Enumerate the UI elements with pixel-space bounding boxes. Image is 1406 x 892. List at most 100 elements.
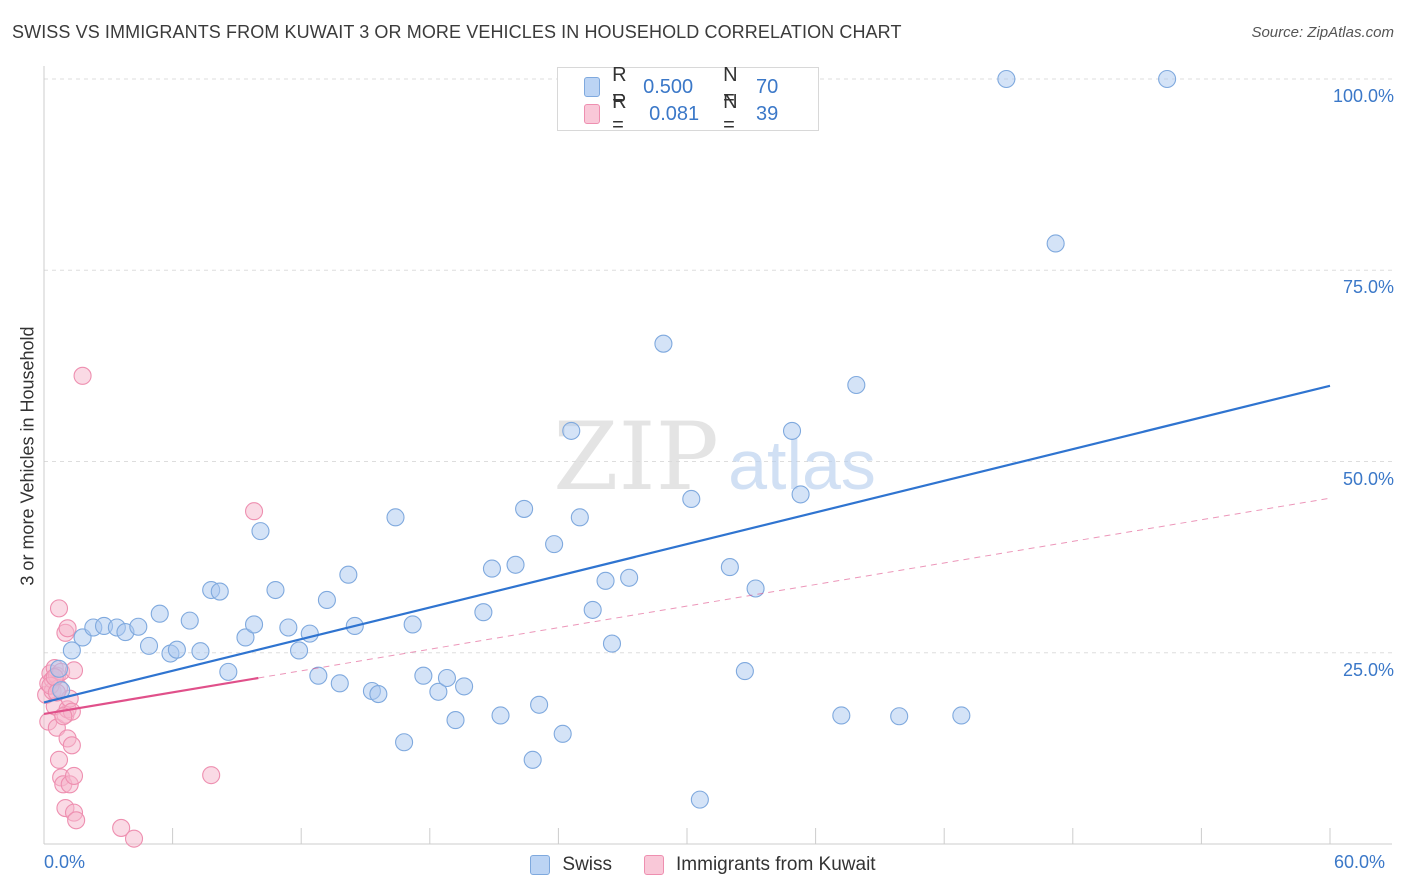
swiss-point bbox=[266, 580, 285, 600]
swiss-point bbox=[720, 558, 739, 577]
swiss-point bbox=[150, 604, 169, 623]
kuwait-n-value: 39 bbox=[756, 102, 779, 125]
swiss-point bbox=[279, 618, 298, 637]
swiss-point bbox=[369, 685, 388, 704]
swiss-point bbox=[620, 568, 639, 587]
swiss-point bbox=[515, 499, 534, 518]
swiss-point bbox=[596, 571, 615, 590]
kuwait-r-value: 0.081 bbox=[649, 102, 700, 125]
swiss-n-value: 70 bbox=[756, 75, 779, 98]
swiss-point bbox=[219, 662, 238, 681]
kuwait-r-label: R = bbox=[612, 91, 627, 136]
kuwait-point bbox=[73, 366, 92, 385]
swiss-point bbox=[437, 668, 456, 688]
grid-lines bbox=[44, 78, 1392, 654]
swiss-point bbox=[952, 706, 971, 725]
x-tick-max: 60.0% bbox=[1334, 852, 1386, 872]
swiss-point bbox=[832, 706, 851, 725]
kuwait-points bbox=[37, 366, 264, 848]
swiss-point bbox=[210, 582, 229, 601]
watermark: ZIP atlas bbox=[553, 403, 876, 512]
kuwait-point bbox=[67, 811, 86, 830]
swiss-point bbox=[167, 640, 186, 659]
swiss-point bbox=[506, 555, 525, 574]
y-tick-label: 25.0% bbox=[1342, 659, 1394, 680]
swiss-point bbox=[180, 611, 199, 630]
legend-row-kuwait: R = 0.081 N = 39 bbox=[584, 91, 818, 136]
correlation-legend: R = 0.500 N = 70 R = 0.081 N = 39 bbox=[557, 64, 819, 136]
kuwait-point bbox=[202, 766, 221, 785]
legend-swiss-swatch bbox=[530, 855, 551, 875]
legend-kuwait-label: Immigrants from Kuwait bbox=[676, 854, 876, 875]
swiss-point bbox=[62, 641, 81, 660]
swiss-point bbox=[682, 489, 701, 509]
swiss-point bbox=[782, 421, 802, 440]
y-axis-label: 3 or more Vehicles in Household bbox=[17, 326, 38, 586]
swiss-point bbox=[746, 579, 765, 598]
y-tick-label: 50.0% bbox=[1342, 468, 1394, 489]
swiss-point bbox=[570, 508, 589, 527]
legend-row-swiss: R = 0.500 N = 70 bbox=[584, 64, 818, 109]
trend-lines bbox=[43, 384, 1331, 716]
kuwait-point bbox=[64, 766, 84, 785]
y-tick-label: 100.0% bbox=[1332, 86, 1394, 106]
swiss-point bbox=[330, 674, 349, 693]
swiss-point bbox=[654, 334, 673, 353]
kuwait-trend-line bbox=[43, 676, 259, 716]
swiss-point bbox=[690, 790, 709, 809]
kuwait-point bbox=[49, 750, 69, 769]
swiss-point bbox=[997, 69, 1016, 89]
swiss-point bbox=[1158, 69, 1177, 89]
swiss-point bbox=[1046, 234, 1065, 253]
swiss-point bbox=[562, 421, 581, 440]
swiss-point bbox=[474, 603, 493, 622]
legend-swiss-label: Swiss bbox=[562, 854, 613, 875]
swiss-point bbox=[446, 711, 465, 730]
kuwait-point bbox=[58, 619, 77, 638]
swiss-point bbox=[386, 508, 405, 527]
swiss-point bbox=[847, 375, 866, 395]
swiss-point bbox=[523, 750, 542, 769]
chart-title: SWISS VS IMMIGRANTS FROM KUWAIT 3 OR MOR… bbox=[12, 22, 902, 42]
swiss-point bbox=[602, 634, 622, 653]
swiss-point bbox=[482, 559, 502, 578]
series-legend: Swiss Immigrants from Kuwait bbox=[0, 852, 1406, 878]
swiss-point bbox=[317, 590, 336, 610]
swiss-point bbox=[339, 565, 358, 584]
legend-kuwait-swatch bbox=[644, 855, 665, 875]
swiss-point bbox=[309, 666, 328, 685]
swiss-point bbox=[455, 677, 474, 696]
legend-item-kuwait[interactable]: Immigrants from Kuwait bbox=[644, 854, 876, 876]
kuwait-point bbox=[62, 736, 81, 755]
kuwait-n-label: N = bbox=[723, 91, 738, 136]
kuwait-point bbox=[112, 818, 131, 837]
swiss-point bbox=[553, 724, 572, 743]
swiss-point bbox=[129, 617, 148, 636]
swiss-point bbox=[244, 615, 264, 634]
swiss-point bbox=[290, 641, 309, 660]
legend-item-swiss[interactable]: Swiss bbox=[530, 854, 612, 876]
swiss-point bbox=[251, 522, 270, 541]
swiss-point bbox=[583, 600, 602, 619]
swiss-point bbox=[491, 706, 510, 725]
kuwait-trend-extension bbox=[258, 497, 1331, 679]
swiss-point bbox=[530, 695, 549, 714]
swiss-trend-line bbox=[43, 384, 1331, 704]
kuwait-point bbox=[124, 829, 144, 848]
swiss-point bbox=[395, 733, 414, 752]
swiss-point bbox=[49, 659, 69, 678]
swiss-r-label: R = bbox=[612, 64, 627, 109]
swiss-point bbox=[545, 535, 564, 554]
swiss-point bbox=[139, 636, 159, 655]
kuwait-point bbox=[64, 661, 84, 680]
swiss-swatch bbox=[584, 77, 601, 97]
swiss-point bbox=[735, 662, 754, 681]
source-label: Source: ZipAtlas.com bbox=[1251, 24, 1394, 41]
swiss-point bbox=[429, 682, 448, 701]
kuwait-point bbox=[244, 502, 264, 521]
swiss-r-value: 0.500 bbox=[643, 75, 694, 98]
kuwait-swatch bbox=[584, 104, 601, 124]
swiss-point bbox=[791, 485, 810, 504]
swiss-n-label: N = bbox=[723, 64, 738, 109]
x-tick-min: 0.0% bbox=[44, 852, 86, 872]
